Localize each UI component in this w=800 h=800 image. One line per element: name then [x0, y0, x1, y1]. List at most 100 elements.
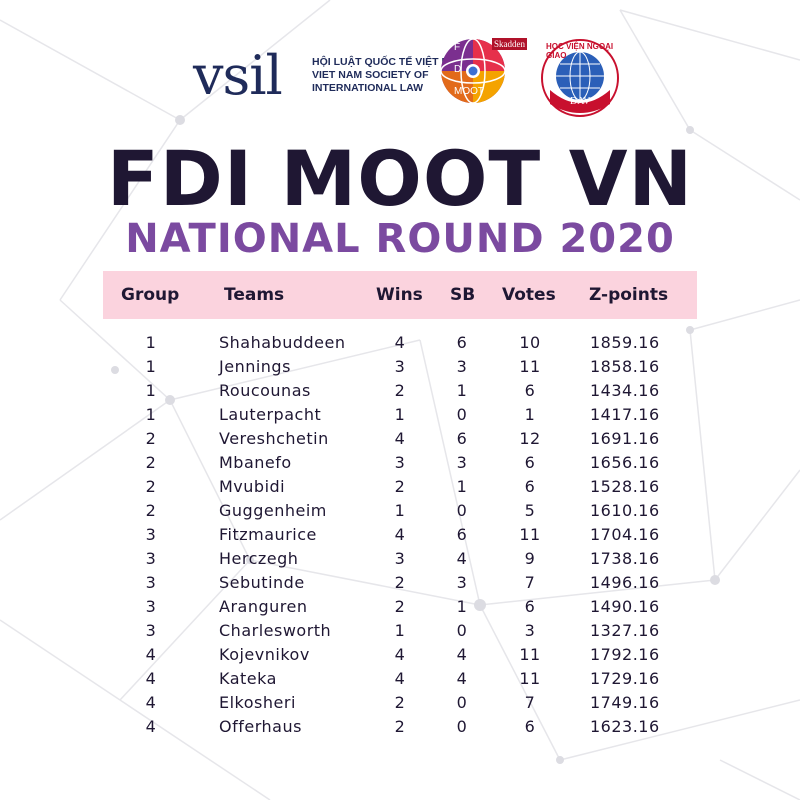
cell-votes: 6	[524, 453, 536, 472]
cell-sb: 0	[456, 693, 468, 712]
cell-votes: 6	[524, 597, 536, 616]
vsil-text-line3: INTERNATIONAL LAW	[312, 82, 424, 94]
cell-votes: 10	[519, 333, 541, 352]
moot-logo-word: MOOT	[454, 86, 484, 97]
table-row: 1 Lauterpacht 1 0 1 1417.16	[0, 405, 800, 429]
cell-wins: 1	[394, 501, 406, 520]
dav-logo: HỌC VIỆN NGOẠI GIAO DAV	[538, 38, 622, 118]
cell-team: Fitzmaurice	[219, 525, 317, 544]
cell-team: Offerhaus	[219, 717, 302, 736]
cell-votes: 1	[524, 405, 536, 424]
table-row: 4 Kojevnikov 4 4 11 1792.16	[0, 645, 800, 669]
cell-votes: 11	[519, 669, 541, 688]
cell-wins: 1	[394, 405, 406, 424]
table-row: 3 Herczegh 3 4 9 1738.16	[0, 549, 800, 573]
cell-wins: 4	[394, 429, 406, 448]
table-row: 4 Offerhaus 2 0 6 1623.16	[0, 717, 800, 741]
moot-logo-letter-d: D	[454, 64, 462, 75]
table-row: 4 Kateka 4 4 11 1729.16	[0, 669, 800, 693]
cell-group: 4	[145, 717, 157, 736]
table-row: 3 Sebutinde 2 3 7 1496.16	[0, 573, 800, 597]
cell-z-points: 1749.16	[590, 693, 660, 712]
cell-sb: 0	[456, 717, 468, 736]
cell-group: 1	[145, 405, 157, 424]
page-title: FDI MOOT VN	[106, 134, 694, 223]
cell-team: Elkosheri	[219, 693, 296, 712]
cell-wins: 3	[394, 453, 406, 472]
table-row: 3 Aranguren 2 1 6 1490.16	[0, 597, 800, 621]
header-wins: Wins	[376, 285, 423, 305]
cell-z-points: 1792.16	[590, 645, 660, 664]
table-row: 2 Vereshchetin 4 6 12 1691.16	[0, 429, 800, 453]
cell-team: Vereshchetin	[219, 429, 329, 448]
cell-team: Sebutinde	[219, 573, 305, 592]
table-row: 3 Fitzmaurice 4 6 11 1704.16	[0, 525, 800, 549]
cell-votes: 11	[519, 357, 541, 376]
cell-sb: 1	[456, 477, 468, 496]
cell-z-points: 1729.16	[590, 669, 660, 688]
cell-wins: 3	[394, 357, 406, 376]
cell-group: 4	[145, 669, 157, 688]
cell-sb: 3	[456, 573, 468, 592]
table-row: 1 Shahabuddeen 4 6 10 1859.16	[0, 333, 800, 357]
table-row: 1 Jennings 3 3 11 1858.16	[0, 357, 800, 381]
cell-wins: 1	[394, 621, 406, 640]
cell-sb: 6	[456, 333, 468, 352]
cell-team: Kateka	[219, 669, 277, 688]
cell-z-points: 1738.16	[590, 549, 660, 568]
vsil-text-line2: VIET NAM SOCIETY OF	[312, 69, 429, 81]
cell-group: 3	[145, 525, 157, 544]
cell-group: 2	[145, 501, 157, 520]
cell-group: 1	[145, 333, 157, 352]
sponsor-label: Skadden	[492, 38, 527, 50]
cell-wins: 2	[394, 597, 406, 616]
cell-team: Guggenheim	[219, 501, 327, 520]
cell-votes: 6	[524, 381, 536, 400]
cell-sb: 0	[456, 405, 468, 424]
header-votes: Votes	[502, 285, 556, 305]
cell-wins: 2	[394, 693, 406, 712]
cell-votes: 7	[524, 693, 536, 712]
logo-strip: vsil HỘI LUẬT QUỐC TẾ VIỆT NAM VIET NAM …	[0, 38, 800, 118]
cell-votes: 11	[519, 525, 541, 544]
cell-z-points: 1691.16	[590, 429, 660, 448]
cell-team: Shahabuddeen	[219, 333, 346, 352]
cell-team: Charlesworth	[219, 621, 332, 640]
cell-group: 1	[145, 357, 157, 376]
table-row: 2 Mbanefo 3 3 6 1656.16	[0, 453, 800, 477]
cell-z-points: 1859.16	[590, 333, 660, 352]
cell-wins: 4	[394, 333, 406, 352]
cell-team: Kojevnikov	[219, 645, 310, 664]
page-subtitle: NATIONAL ROUND 2020	[125, 216, 675, 262]
cell-group: 2	[145, 453, 157, 472]
table-row: 3 Charlesworth 1 0 3 1327.16	[0, 621, 800, 645]
cell-group: 4	[145, 645, 157, 664]
fdi-moot-emblem-icon	[440, 38, 506, 104]
cell-wins: 4	[394, 645, 406, 664]
table-row: 4 Elkosheri 2 0 7 1749.16	[0, 693, 800, 717]
cell-sb: 3	[456, 453, 468, 472]
cell-z-points: 1496.16	[590, 573, 660, 592]
table-header-band	[103, 271, 697, 319]
vsil-logo-text: HỘI LUẬT QUỐC TẾ VIỆT NAM VIET NAM SOCIE…	[312, 56, 465, 95]
cell-wins: 2	[394, 573, 406, 592]
cell-sb: 4	[456, 645, 468, 664]
cell-votes: 12	[519, 429, 541, 448]
header-group: Group	[121, 285, 180, 305]
cell-wins: 4	[394, 525, 406, 544]
cell-team: Jennings	[219, 357, 291, 376]
cell-sb: 0	[456, 501, 468, 520]
cell-wins: 2	[394, 381, 406, 400]
table-row: 2 Mvubidi 2 1 6 1528.16	[0, 477, 800, 501]
cell-team: Mvubidi	[219, 477, 286, 496]
cell-group: 3	[145, 573, 157, 592]
vsil-logo: vsil	[193, 44, 283, 107]
cell-votes: 7	[524, 573, 536, 592]
cell-group: 3	[145, 621, 157, 640]
cell-z-points: 1434.16	[590, 381, 660, 400]
table-row: 2 Guggenheim 1 0 5 1610.16	[0, 501, 800, 525]
vsil-text-line1: HỘI LUẬT QUỐC TẾ VIỆT NAM	[312, 56, 466, 68]
cell-votes: 5	[524, 501, 536, 520]
cell-z-points: 1327.16	[590, 621, 660, 640]
cell-sb: 4	[456, 669, 468, 688]
